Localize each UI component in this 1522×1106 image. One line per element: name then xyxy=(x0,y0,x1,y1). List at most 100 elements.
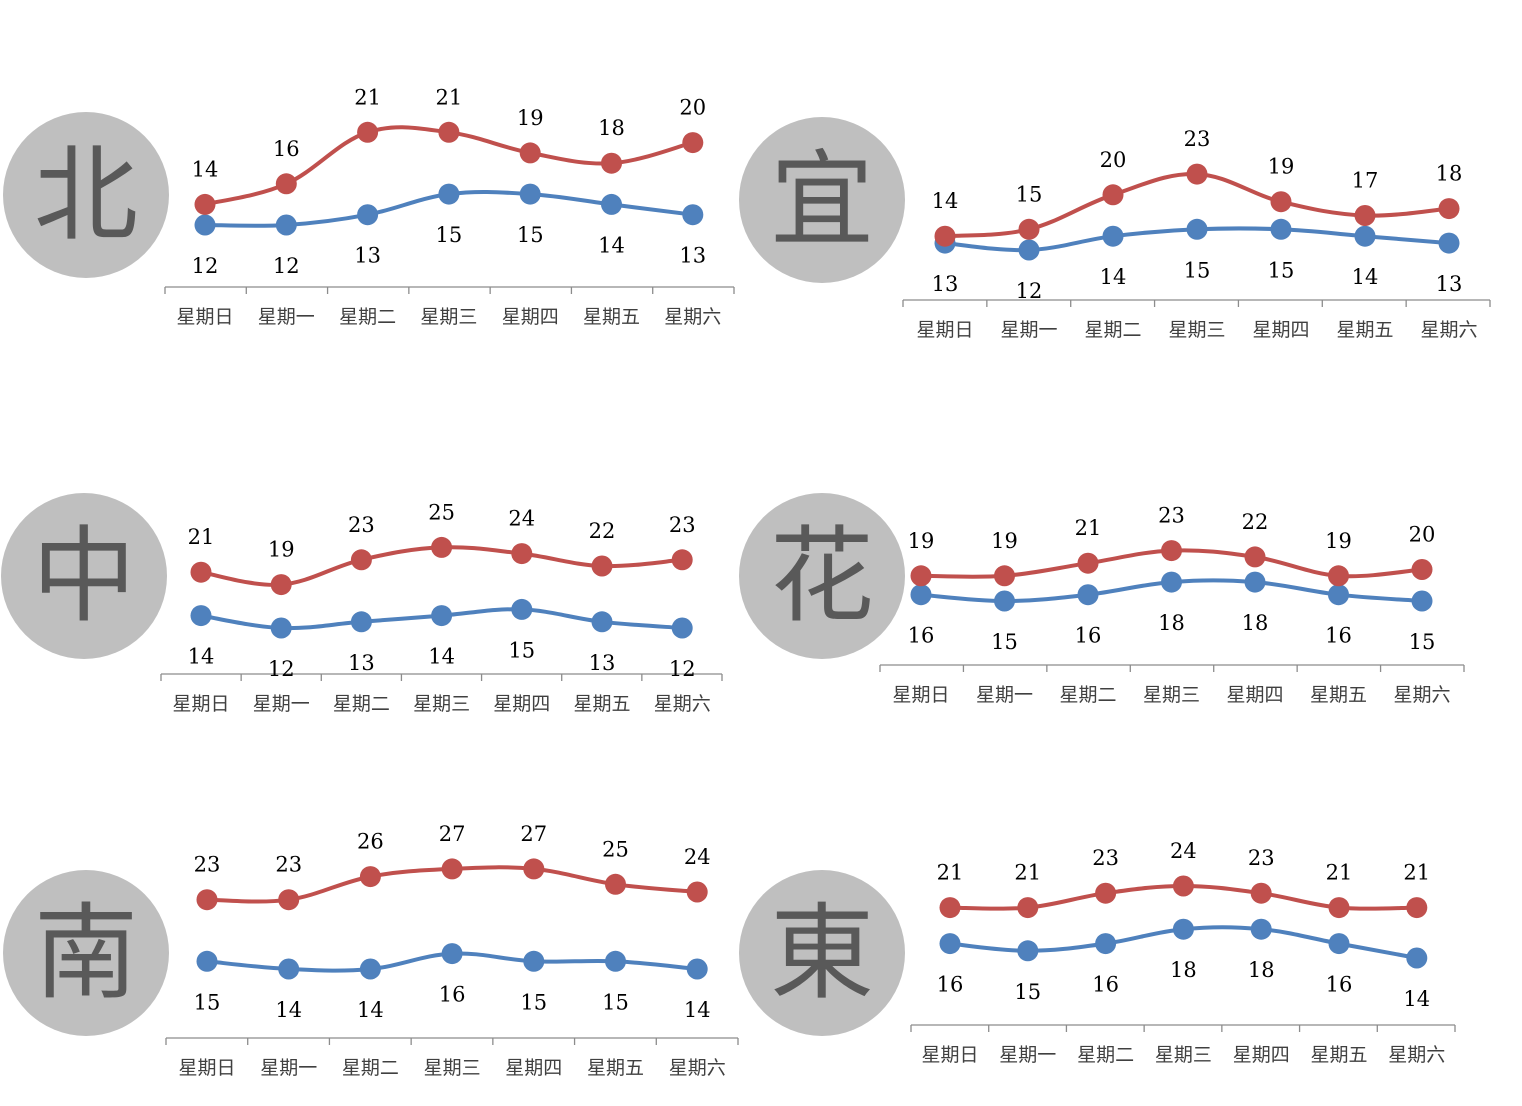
high-temperature-point xyxy=(519,142,541,164)
low-temperature-label: 15 xyxy=(508,638,535,662)
low-temperature-label: 14 xyxy=(1403,987,1430,1011)
low-temperature-label: 18 xyxy=(1248,958,1275,982)
high-temperature-point xyxy=(511,543,533,565)
high-temperature-label: 24 xyxy=(1170,839,1197,863)
low-temperature-point xyxy=(275,214,297,236)
low-temperature-point xyxy=(519,183,541,205)
low-temperature-point xyxy=(1250,918,1272,940)
high-temperature-label: 25 xyxy=(602,837,629,861)
x-tick-label: 星期一 xyxy=(253,693,310,715)
x-tick-label: 星期五 xyxy=(1336,319,1393,341)
low-temperature-label: 12 xyxy=(192,254,219,278)
low-temperature-point xyxy=(686,958,708,980)
high-temperature-point xyxy=(196,889,218,911)
low-temperature-point xyxy=(1017,940,1039,962)
x-tick-label: 星期六 xyxy=(664,306,721,328)
high-temperature-label: 19 xyxy=(908,529,935,553)
low-temperature-label: 14 xyxy=(1100,265,1127,289)
high-temperature-label: 16 xyxy=(273,137,300,161)
x-tick-label: 星期日 xyxy=(172,693,229,715)
low-temperature-point xyxy=(1172,918,1194,940)
high-temperature-label: 20 xyxy=(1409,523,1436,547)
high-temperature-label: 23 xyxy=(669,513,696,537)
low-temperature-point xyxy=(438,183,460,205)
low-temperature-point xyxy=(1186,218,1208,240)
region-badge-zhong: 中 xyxy=(1,493,167,659)
low-temperature-label: 14 xyxy=(598,233,625,257)
region-badge-dong: 東 xyxy=(739,870,905,1036)
high-temperature-label: 23 xyxy=(1184,127,1211,151)
low-temperature-point xyxy=(431,605,453,627)
x-tick-label: 星期五 xyxy=(1310,1044,1367,1066)
low-temperature-label: 13 xyxy=(354,244,381,268)
high-temperature-point xyxy=(1095,882,1117,904)
high-temperature-point xyxy=(278,889,300,911)
low-temperature-label: 16 xyxy=(439,983,466,1007)
x-tick-label: 星期四 xyxy=(502,306,559,328)
high-temperature-point xyxy=(1102,184,1124,206)
high-temperature-point xyxy=(682,132,704,154)
high-temperature-label: 21 xyxy=(937,861,964,885)
low-temperature-point xyxy=(441,943,463,965)
region-badge-yi: 宜 xyxy=(739,117,905,283)
x-tick-label: 星期四 xyxy=(505,1057,562,1079)
low-temperature-point xyxy=(1095,933,1117,955)
low-temperature-point xyxy=(194,214,216,236)
high-temperature-point xyxy=(605,873,626,895)
high-temperature-label: 19 xyxy=(991,529,1018,553)
high-temperature-point xyxy=(1328,897,1350,919)
low-temperature-point xyxy=(1077,584,1099,606)
high-temperature-label: 23 xyxy=(348,513,375,537)
high-temperature-label: 24 xyxy=(684,845,711,869)
high-temperature-point xyxy=(1411,559,1433,580)
low-temperature-point xyxy=(1328,933,1350,955)
high-temperature-label: 19 xyxy=(1325,529,1352,553)
x-tick-label: 星期六 xyxy=(1393,684,1450,706)
low-temperature-label: 13 xyxy=(348,651,375,675)
x-tick-label: 星期五 xyxy=(587,1057,644,1079)
low-temperature-point xyxy=(511,598,533,620)
low-temperature-point xyxy=(1411,590,1433,612)
region-badge-hua: 花 xyxy=(739,493,905,659)
high-temperature-point xyxy=(357,121,379,143)
high-temperature-label: 23 xyxy=(194,853,221,877)
high-temperature-label: 25 xyxy=(428,500,455,524)
x-tick-label: 星期二 xyxy=(1077,1044,1134,1066)
high-temperature-point xyxy=(1328,565,1349,587)
low-temperature-label: 13 xyxy=(589,651,616,675)
low-temperature-point xyxy=(1102,225,1124,247)
high-temperature-label: 26 xyxy=(357,830,384,854)
low-temperature-point xyxy=(671,617,693,639)
x-tick-label: 星期一 xyxy=(976,684,1033,706)
x-tick-label: 星期二 xyxy=(1059,684,1116,706)
x-tick-label: 星期四 xyxy=(1226,684,1283,706)
low-temperature-label: 18 xyxy=(1170,958,1197,982)
high-temperature-label: 15 xyxy=(1016,182,1043,206)
low-temperature-point xyxy=(190,605,212,627)
low-temperature-point xyxy=(910,584,932,606)
low-temperature-label: 15 xyxy=(1184,258,1211,282)
x-tick-label: 星期日 xyxy=(921,1044,978,1066)
high-temperature-point xyxy=(1018,218,1040,240)
low-temperature-point xyxy=(1438,232,1460,254)
high-temperature-point xyxy=(591,555,613,577)
high-temperature-point xyxy=(1017,897,1039,919)
x-tick-label: 星期四 xyxy=(493,693,550,715)
high-temperature-point xyxy=(1172,875,1194,897)
low-temperature-label: 15 xyxy=(436,223,463,247)
low-temperature-label: 15 xyxy=(520,990,547,1014)
low-temperature-point xyxy=(1161,571,1182,593)
x-tick-label: 星期日 xyxy=(178,1057,235,1079)
high-temperature-label: 24 xyxy=(508,507,535,531)
high-temperature-point xyxy=(1077,552,1099,574)
x-tick-label: 星期三 xyxy=(424,1057,481,1079)
high-temperature-point xyxy=(275,173,297,195)
x-tick-label: 星期一 xyxy=(260,1057,317,1079)
high-temperature-point xyxy=(910,565,932,587)
low-temperature-label: 13 xyxy=(932,272,959,296)
low-temperature-label: 15 xyxy=(1409,630,1436,654)
low-temperature-label: 15 xyxy=(1014,980,1041,1004)
